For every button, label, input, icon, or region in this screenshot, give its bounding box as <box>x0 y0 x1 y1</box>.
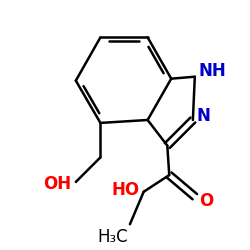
Text: HO: HO <box>112 181 140 199</box>
Text: O: O <box>199 192 213 210</box>
Text: H₃C: H₃C <box>97 228 128 246</box>
Text: N: N <box>197 107 211 125</box>
Text: OH: OH <box>43 175 71 193</box>
Text: NH: NH <box>199 62 226 80</box>
